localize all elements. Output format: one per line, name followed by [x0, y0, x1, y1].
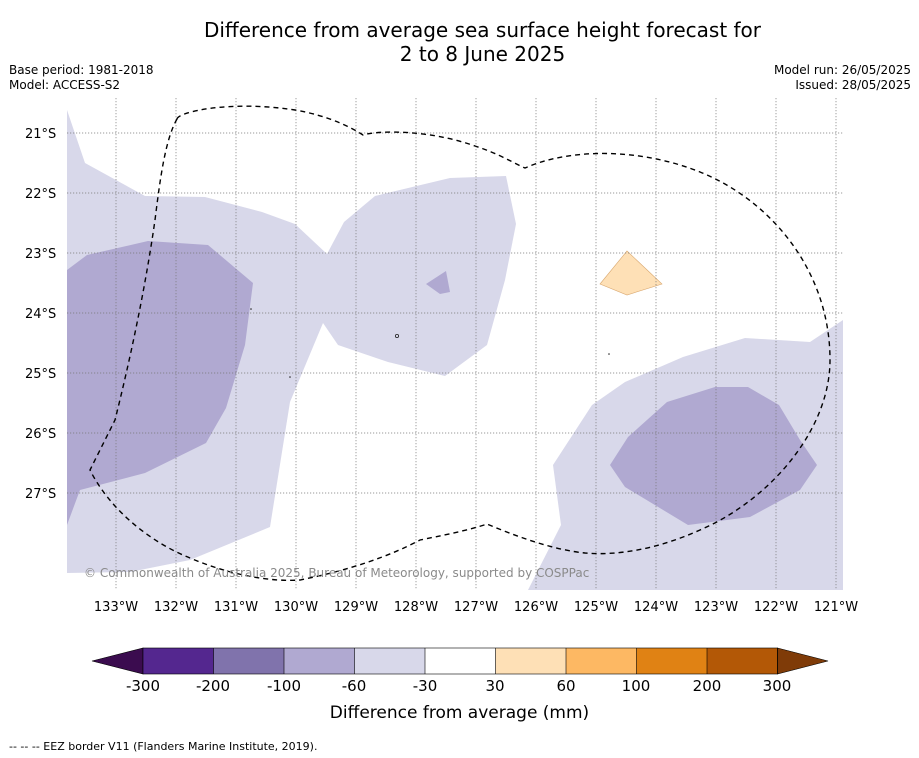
colorbar-tick: -100 [266, 677, 302, 695]
colorbar-tick: -300 [125, 677, 161, 695]
colorbar-tick: -60 [341, 677, 367, 695]
island-marker [394, 333, 399, 338]
lat-label: 25°S [25, 367, 56, 382]
lon-label: 130°W [274, 600, 318, 615]
colorbar-tick: 300 [762, 677, 792, 695]
meta-right: Model run: 26/05/2025 Issued: 28/05/2025 [774, 63, 911, 93]
island-marker [608, 353, 610, 355]
lon-label: 124°W [634, 600, 678, 615]
colorbar-tick: 30 [485, 677, 505, 695]
lon-label: 129°W [334, 600, 378, 615]
lat-label: 27°S [25, 487, 56, 502]
anomaly-region-southeast-medium [610, 387, 817, 525]
gridlines [67, 98, 843, 590]
island-marker [289, 376, 291, 378]
anomaly-region-central-medium [426, 271, 450, 294]
lat-label: 22°S [25, 187, 56, 202]
map-title: Difference from average sea surface heig… [0, 18, 919, 66]
colorbar-segment [284, 648, 355, 674]
lat-label: 23°S [25, 247, 56, 262]
colorbar-tick: 200 [692, 677, 722, 695]
colorbar-tick: -30 [412, 677, 438, 695]
colorbar-segment [566, 648, 637, 674]
lat-label: 24°S [25, 307, 56, 322]
colorbar [91, 647, 829, 675]
lon-label: 131°W [214, 600, 258, 615]
lon-label: 133°W [94, 600, 138, 615]
model-name: Model: ACCESS-S2 [9, 78, 121, 92]
lat-label: 26°S [25, 427, 56, 442]
colorbar-tick: -200 [195, 677, 231, 695]
anomaly-region-west-light [67, 110, 516, 573]
base-period: Base period: 1981-2018 [9, 63, 154, 77]
lon-label: 126°W [514, 600, 558, 615]
title-line-2: 2 to 8 June 2025 [399, 42, 566, 66]
latitude-labels: 21°S 22°S 23°S 24°S 25°S 26°S 27°S [25, 127, 56, 502]
colorbar-extend-high [777, 647, 829, 675]
anomaly-region-west-medium [67, 241, 253, 525]
map-canvas: © Commonwealth of Australia 2025, Bureau… [25, 98, 858, 615]
colorbar-segment [143, 648, 214, 674]
meta-left: Base period: 1981-2018 Model: ACCESS-S2 [9, 63, 154, 93]
island-marker [250, 308, 252, 310]
title-line-1: Difference from average sea surface heig… [203, 18, 762, 42]
colorbar-title: Difference from average (mm) [329, 703, 590, 723]
model-run: Model run: 26/05/2025 [773, 63, 911, 77]
lon-label: 125°W [574, 600, 618, 615]
colorbar-segment [213, 648, 284, 674]
colorbar-tick: 60 [556, 677, 576, 695]
colorbar-extend-low [91, 647, 144, 675]
colorbar-segment [707, 648, 778, 674]
eez-border [89, 105, 831, 582]
lat-label: 21°S [25, 127, 56, 142]
colorbar-segment [354, 648, 425, 674]
colorbar-tick: 100 [621, 677, 651, 695]
lon-label: 127°W [454, 600, 498, 615]
lon-label: 132°W [154, 600, 198, 615]
lon-label: 121°W [814, 600, 858, 615]
lon-label: 122°W [754, 600, 798, 615]
colorbar-segment [636, 648, 707, 674]
lon-label: 123°W [694, 600, 738, 615]
issued-date: Issued: 28/05/2025 [795, 78, 911, 92]
colorbar-segment [425, 648, 496, 674]
lon-label: 128°W [394, 600, 438, 615]
eez-footnote: -- -- -- EEZ border V11 (Flanders Marine… [9, 740, 318, 753]
colorbar-segment [495, 648, 566, 674]
copyright-text: © Commonwealth of Australia 2025, Bureau… [84, 566, 589, 580]
anomaly-region-positive [599, 250, 663, 296]
longitude-labels: 133°W 132°W 131°W 130°W 129°W 128°W 127°… [94, 600, 858, 615]
